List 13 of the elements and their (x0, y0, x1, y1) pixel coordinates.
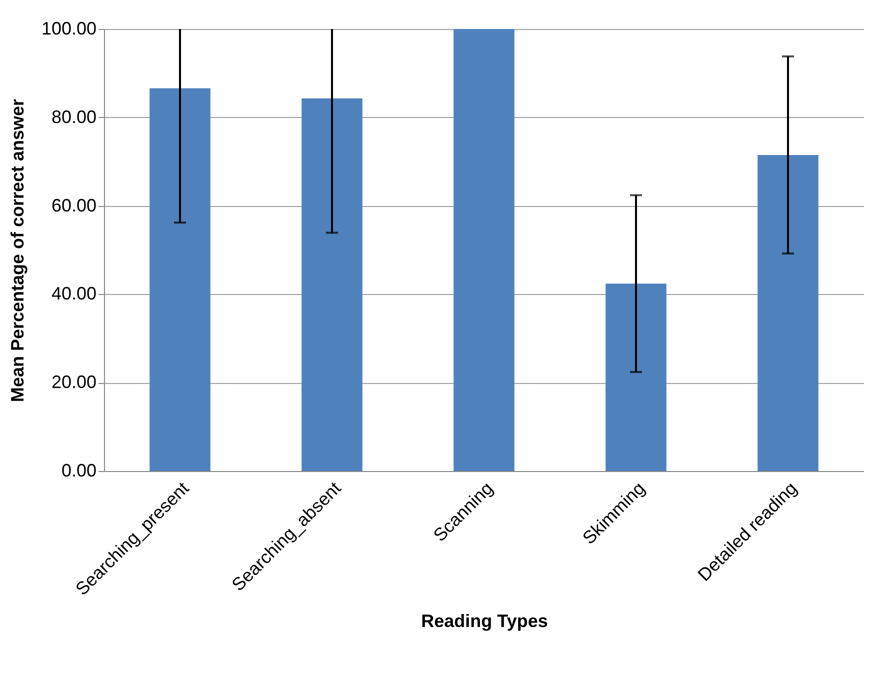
y-tick-label: 100.00 (41, 18, 96, 38)
y-tick-label: 80.00 (51, 106, 96, 127)
x-axis-title: Reading Types (421, 611, 548, 632)
bar (758, 154, 818, 471)
bar (302, 98, 362, 471)
y-tick-label: 20.00 (51, 372, 96, 392)
bar (454, 29, 514, 471)
y-tick-label: 40.00 (51, 284, 96, 304)
y-tick-label: 0.00 (61, 460, 96, 480)
bar (150, 88, 210, 471)
y-tick-label: 60.00 (51, 195, 96, 216)
y-axis-title: Mean Percentage of correct answer (7, 98, 28, 402)
bar (606, 284, 666, 471)
